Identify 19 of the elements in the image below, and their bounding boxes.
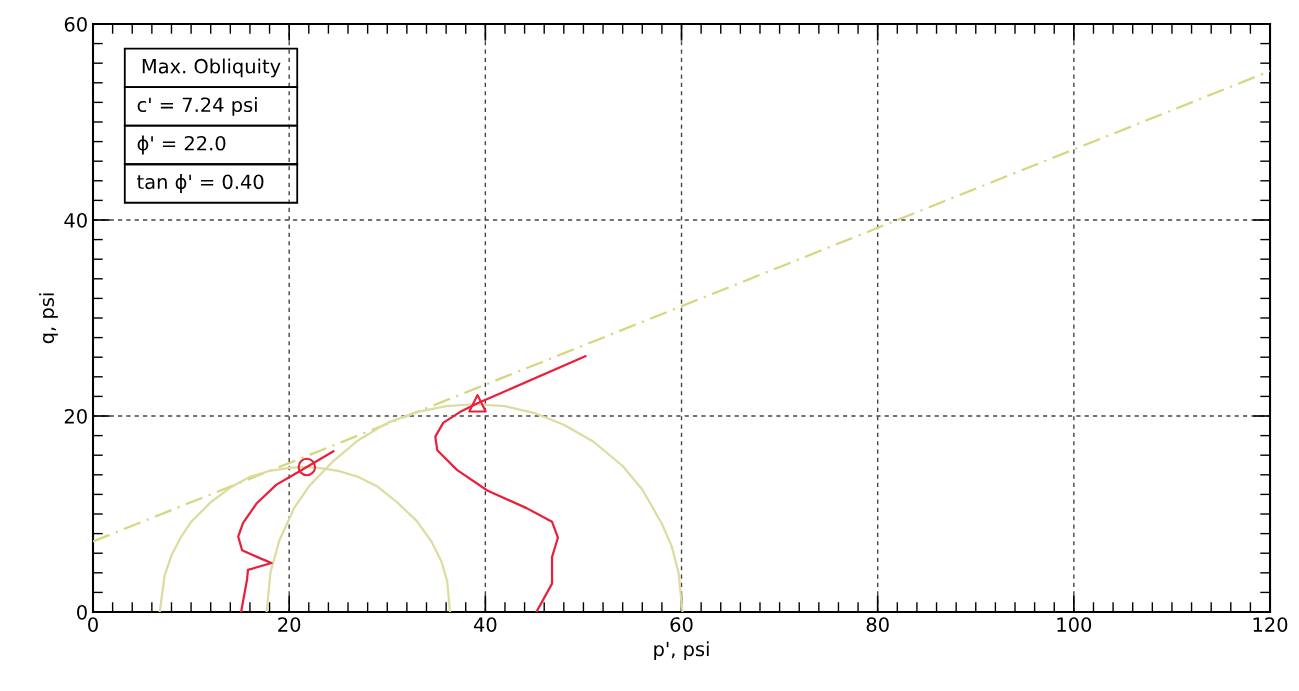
annotation: Max. Obliquity (142, 58, 281, 78)
x-tick-label: 100 (1057, 617, 1092, 632)
annotation: c' = 7.24 psi (137, 97, 257, 116)
line-series (434, 355, 587, 613)
annotation: ϕ' = 22.0 (137, 135, 226, 155)
y-tick-label: 40 (64, 212, 87, 228)
x-tick-label: 120 (1253, 617, 1288, 632)
x-tick-label: 0 (88, 617, 98, 632)
line-series (237, 450, 335, 613)
x-tick-label: 80 (866, 617, 889, 632)
y-tick-label: 20 (64, 408, 87, 424)
x-tick-label: 20 (278, 617, 301, 632)
y-tick-label: 0 (77, 604, 87, 620)
x-axis-title: p', psi (654, 641, 709, 661)
x-tick-label: 40 (473, 617, 497, 632)
annotation: tan ϕ' = 0.40 (137, 174, 264, 193)
y-tick-label: 60 (64, 16, 87, 32)
y-axis-title: q, psi (39, 293, 58, 344)
x-tick-label: 60 (670, 617, 693, 632)
